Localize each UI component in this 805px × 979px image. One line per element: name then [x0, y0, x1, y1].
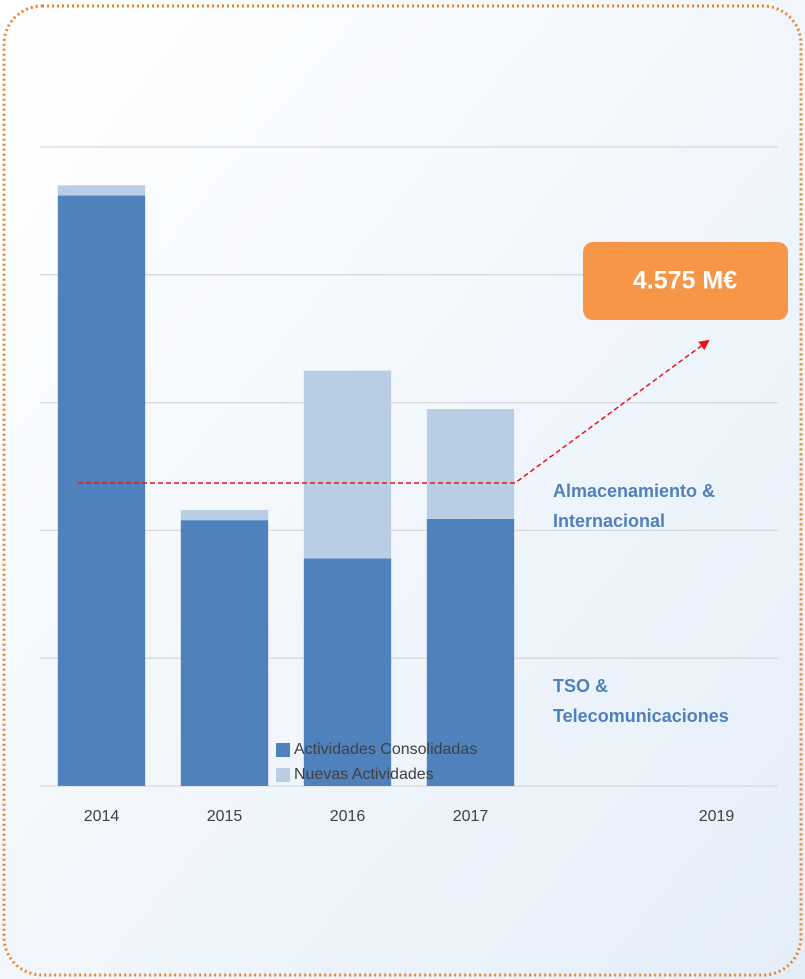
bar-segment	[426, 408, 515, 519]
x-tick-label: 2017	[453, 808, 489, 825]
dotted-border	[2, 4, 803, 977]
x-tick-label: 2019	[699, 808, 735, 825]
target-label: 4.575 M€	[633, 267, 737, 295]
legend-swatch	[276, 743, 290, 757]
bar-segment	[180, 520, 269, 786]
bar-segment	[426, 518, 515, 786]
upper-label: Almacenamiento &	[553, 481, 715, 501]
lower-label: Telecomunicaciones	[553, 706, 729, 726]
bar-segment	[57, 195, 146, 787]
bar-segment	[180, 509, 269, 521]
legend-label: Actividades Consolidadas	[294, 741, 477, 758]
upper-label: Internacional	[553, 511, 665, 531]
x-tick-label: 2016	[330, 808, 366, 825]
legend-swatch	[276, 768, 290, 782]
lower-label: TSO &	[553, 676, 608, 696]
legend-label: Nuevas Actividades	[294, 766, 434, 783]
target-box	[583, 242, 788, 320]
bar-segment	[303, 370, 392, 559]
trend-arrow	[78, 339, 710, 484]
bar-segment	[303, 558, 392, 786]
x-tick-label: 2015	[207, 808, 243, 825]
x-tick-label: 2014	[84, 808, 120, 825]
bar-segment	[57, 185, 146, 196]
